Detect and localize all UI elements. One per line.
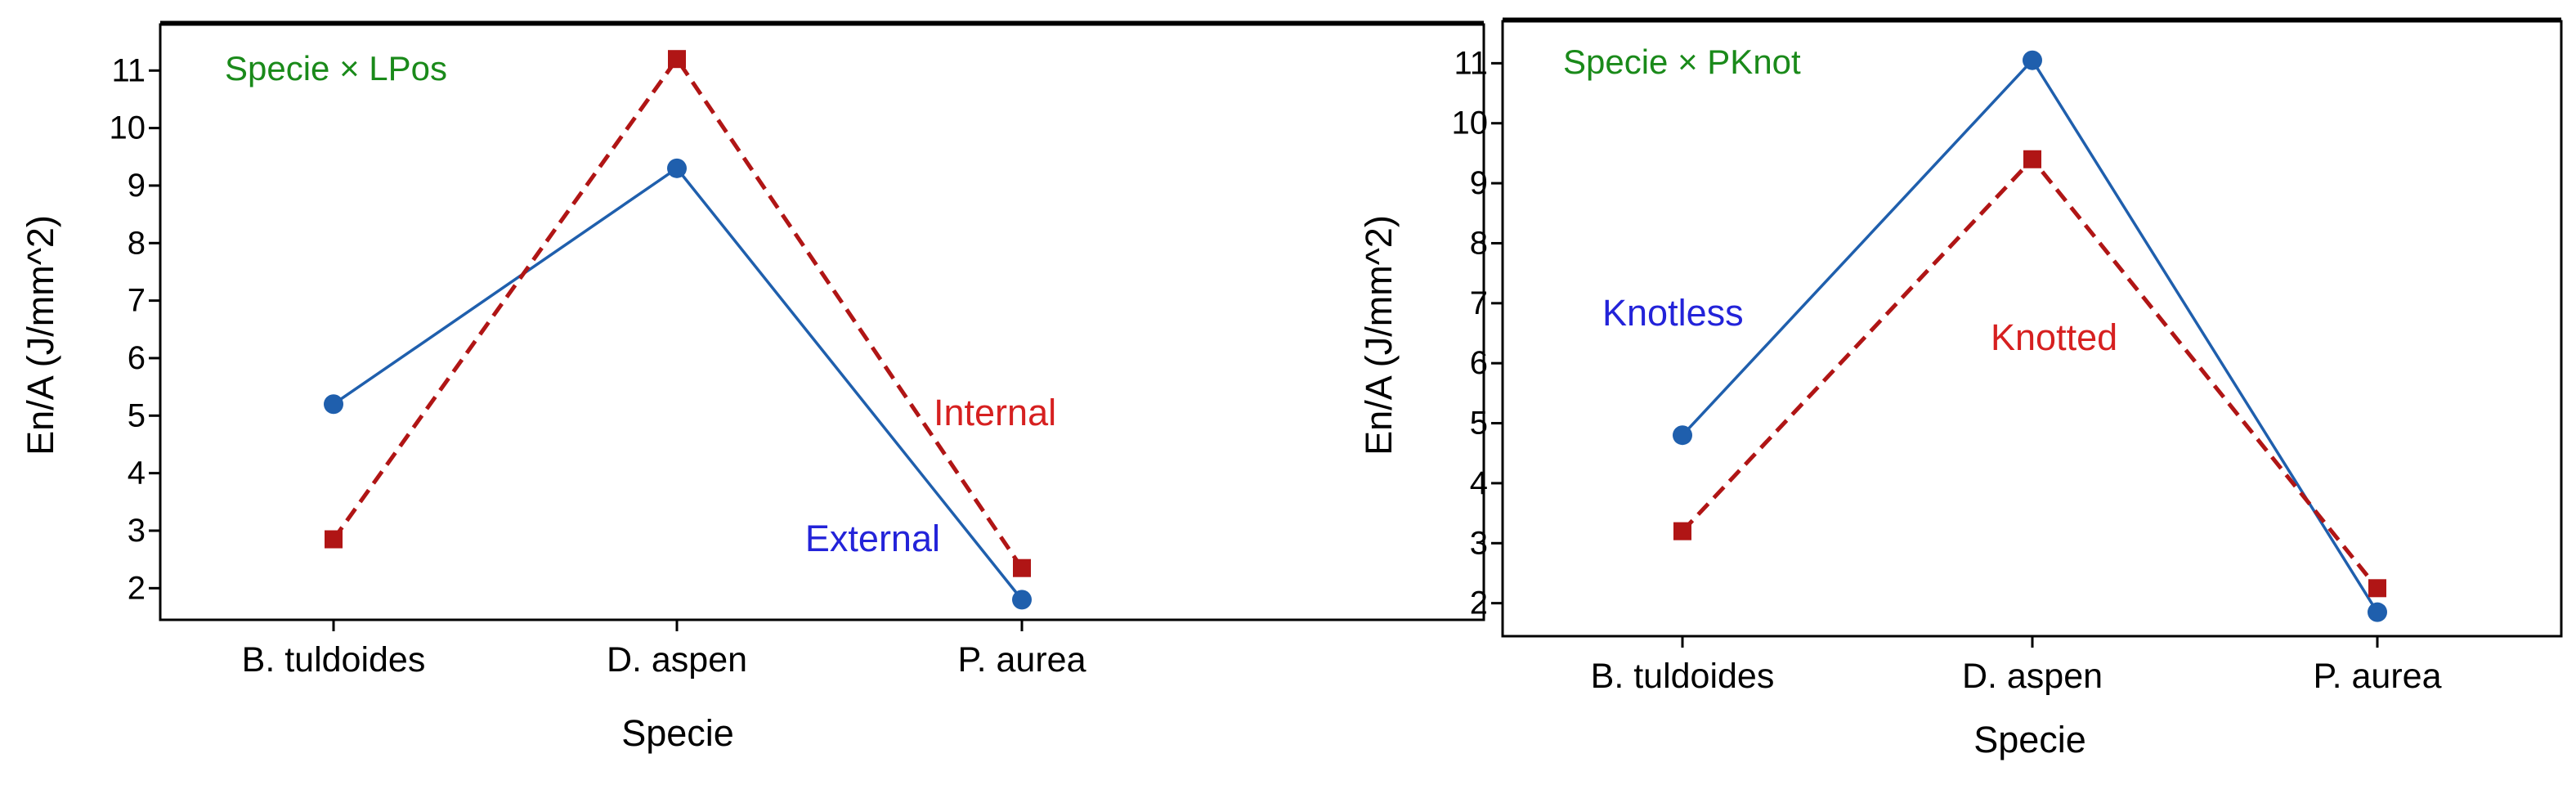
y-tick-label: 7: [128, 283, 146, 319]
data-point-external-b-tuldoides: [324, 394, 343, 415]
y-tick-label: 8: [128, 225, 146, 261]
y-tick-label: 2: [128, 570, 146, 606]
y-tick-label: 9: [1470, 165, 1488, 201]
x-tick-label-d-aspen: D. aspen: [607, 640, 747, 680]
y-tick-label: 7: [1470, 285, 1488, 321]
lpos-interaction-panel: 2 3 4 5 6 7 8 9 10 11 B. tuldoides D. aspen P. aurea…: [20, 20, 1485, 754]
y-tick-label: 2: [1470, 585, 1488, 621]
series-label-knotless: Knotless: [1602, 292, 1744, 334]
data-point-knotless-p-aurea: [2368, 602, 2387, 622]
y-tick-label: 5: [128, 397, 146, 433]
x-tick-label-p-aurea: P. aurea: [957, 640, 1086, 680]
y-tick-label: 6: [128, 340, 146, 376]
series-label-external: External: [805, 518, 940, 559]
interaction-annotation: Specie × PKnot: [1563, 43, 1801, 81]
y-tick-label: 3: [1470, 525, 1488, 561]
y-tick-label: 10: [1452, 105, 1489, 141]
y-axis-title: En/A (J/mm^2): [20, 215, 61, 455]
x-tick-label-p-aurea: P. aurea: [2313, 657, 2441, 696]
y-tick-label: 6: [1470, 345, 1488, 381]
data-point-internal-b-tuldoides: [325, 530, 343, 549]
y-tick-label: 4: [128, 455, 146, 491]
y-tick-label: 11: [111, 52, 146, 88]
data-point-knotted-d-aspen: [2023, 150, 2041, 168]
x-tick-label-d-aspen: D. aspen: [1962, 657, 2103, 696]
x-tick-label-b-tuldoides: B. tuldoides: [1591, 657, 1775, 696]
data-point-knotted-p-aurea: [2368, 579, 2386, 598]
data-point-internal-d-aspen: [668, 50, 686, 69]
y-tick-label: 3: [128, 513, 146, 549]
y-tick-label: 10: [110, 110, 146, 146]
series-line-knotted: [1681, 155, 2379, 590]
series-label-internal: Internal: [934, 392, 1056, 433]
x-axis-title: Specie: [1973, 719, 2086, 760]
series-label-knotted: Knotted: [1991, 316, 2117, 358]
y-tick-label: 8: [1470, 225, 1488, 261]
y-tick-label: 11: [1454, 45, 1488, 81]
data-point-knotless-d-aspen: [2023, 50, 2042, 70]
x-axis-title: Specie: [621, 712, 734, 754]
y-tick-label: 5: [1470, 406, 1488, 442]
data-point-external-p-aurea: [1012, 590, 1032, 610]
series-line-internal: [331, 55, 1024, 570]
y-tick-label: 9: [128, 168, 146, 204]
pknot-interaction-panel: 2 3 4 5 6 7 8 9 10 11 B. tuldoides D. aspen P. aurea…: [1358, 17, 2563, 760]
data-point-knotless-b-tuldoides: [1673, 425, 1692, 446]
y-axis-title: En/A (J/mm^2): [1358, 215, 1400, 455]
data-point-internal-p-aurea: [1013, 558, 1031, 577]
x-tick-label-b-tuldoides: B. tuldoides: [242, 640, 426, 680]
y-tick-label: 4: [1470, 465, 1488, 501]
plot-frame: [159, 23, 1485, 621]
interaction-annotation: Specie × LPos: [225, 49, 447, 87]
data-point-knotted-b-tuldoides: [1673, 522, 1691, 541]
data-point-external-d-aspen: [667, 158, 687, 178]
